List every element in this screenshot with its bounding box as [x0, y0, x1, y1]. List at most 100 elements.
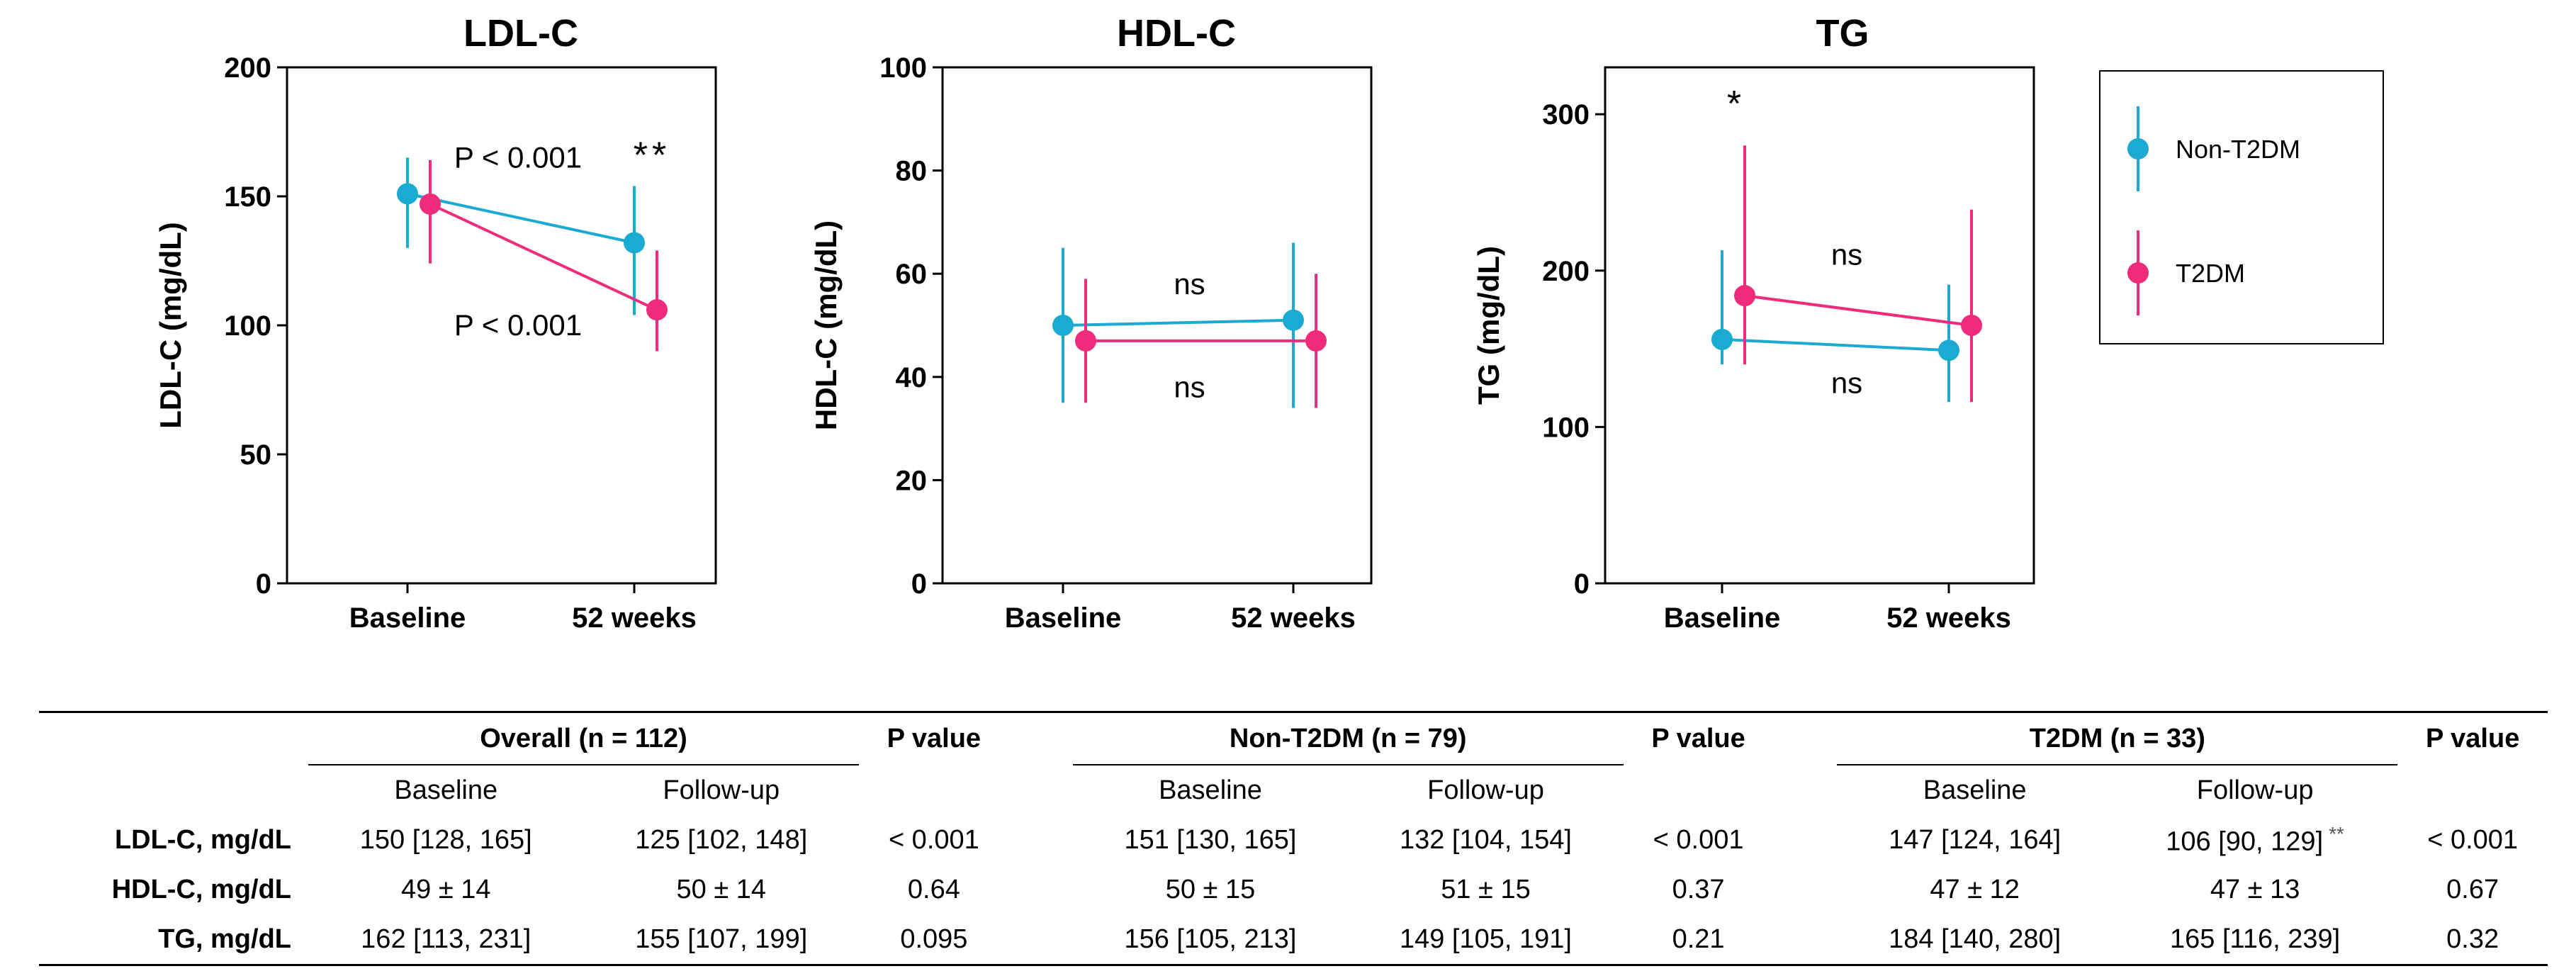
y-tick-label: 50	[240, 439, 272, 471]
y-tick-label: 100	[1542, 412, 1590, 443]
table-cell: 0.095	[859, 914, 1009, 966]
y-tick-label: 40	[896, 362, 928, 393]
data-point-non-t2dm	[624, 232, 645, 254]
subheader-followup: Follow-up	[1427, 775, 1544, 805]
table-cell: < 0.001	[888, 824, 979, 855]
legend-marker-non-t2dm	[2127, 138, 2149, 159]
y-axis-label: TG (mg/dL)	[1472, 246, 1505, 405]
subheader-baseline: Baseline	[394, 775, 498, 805]
legend-label-t2dm: T2DM	[2176, 259, 2245, 288]
y-tick-label: 100	[879, 52, 927, 84]
y-tick-label: 0	[256, 568, 271, 600]
x-tick-label: 52 weeks	[1231, 602, 1356, 634]
table-cell: < 0.001	[2427, 824, 2519, 855]
table-cell: 132 [104, 154]	[1399, 824, 1572, 855]
y-tick-label: 80	[896, 156, 928, 187]
table-cell: 147 [124, 164]	[1889, 824, 2062, 855]
annotation: *	[1727, 84, 1745, 125]
series-line-non-t2dm	[1721, 337, 1950, 352]
data-point-non-t2dm	[1283, 309, 1304, 331]
plot-frame	[1604, 66, 2035, 585]
group-header-overall: Overall (n = 112)	[308, 711, 860, 765]
subheader-baseline: Baseline	[1159, 775, 1262, 805]
table-corner	[39, 711, 308, 765]
data-point-t2dm	[1961, 315, 1982, 336]
subheader-followup: Follow-up	[2196, 775, 2314, 805]
y-tick-label: 20	[896, 465, 928, 496]
pvalue-header-overall: P value	[859, 711, 1009, 765]
data-point-t2dm	[1734, 285, 1755, 307]
table-header-groups: Overall (n = 112) P value Non-T2DM (n = …	[39, 711, 2548, 765]
annotation: ns	[1174, 370, 1205, 403]
data-point-non-t2dm	[397, 183, 418, 205]
y-tick-label: 0	[911, 568, 927, 600]
legend-marker-t2dm	[2127, 262, 2149, 284]
y-tick-label: 150	[224, 181, 271, 213]
data-point-t2dm	[1075, 330, 1096, 352]
annotation: ns	[1831, 366, 1862, 400]
series-line-non-t2dm	[407, 192, 635, 245]
table-row: HDL-C, mg/dL 49 ± 14 50 ± 14 0.64 50 ± 1…	[39, 865, 2548, 914]
chart-title: TG	[1816, 12, 1869, 55]
group-header-non-t2dm: Non-T2DM (n = 79)	[1072, 711, 1624, 765]
y-tick-label: 60	[896, 259, 928, 290]
y-tick-label: 100	[224, 310, 271, 342]
annotation: P < 0.001	[454, 140, 582, 174]
x-tick-label: Baseline	[1664, 602, 1781, 634]
annotation: **	[634, 135, 670, 176]
y-tick-label: 0	[1574, 568, 1590, 600]
y-axis-label: LDL-C (mg/dL)	[154, 222, 187, 429]
x-tick-label: Baseline	[349, 602, 466, 634]
data-point-t2dm	[1305, 330, 1327, 352]
pvalue-header-non-t2dm: P value	[1623, 711, 1774, 765]
table-cell: 155 [107, 199]	[583, 914, 860, 966]
legend-label-non-t2dm: Non-T2DM	[2176, 135, 2300, 164]
table-cell: 151 [130, 165]	[1124, 824, 1297, 855]
y-tick-label: 300	[1542, 99, 1590, 130]
table-cell: 50 ± 15	[1165, 874, 1256, 904]
subheader-followup: Follow-up	[663, 775, 780, 805]
table-header-timepoints: Baseline Follow-up Baseline Follow-up Ba…	[39, 765, 2548, 815]
annotation: P < 0.001	[454, 308, 582, 342]
cell-value: 106 [90, 129]	[2166, 826, 2324, 857]
table-cell: 0.67	[2446, 874, 2499, 904]
annotation: ns	[1174, 267, 1205, 301]
table-cell: 0.37	[1672, 874, 1725, 904]
row-label: HDL-C, mg/dL	[111, 874, 291, 904]
table-cell: 162 [113, 231]	[308, 914, 584, 966]
y-tick-label: 200	[224, 52, 271, 84]
table-cell: 184 [140, 280]	[1837, 914, 2113, 966]
y-axis-label: HDL-C (mg/dL)	[809, 220, 843, 430]
table-cell: 0.32	[2397, 914, 2548, 966]
y-tick-label: 200	[1542, 256, 1590, 287]
annotation: ns	[1831, 238, 1862, 271]
table-cell: 50 ± 14	[676, 874, 767, 904]
data-point-non-t2dm	[1711, 328, 1733, 350]
table-cell: 0.21	[1623, 914, 1774, 966]
subheader-baseline: Baseline	[1923, 775, 2027, 805]
row-label: LDL-C, mg/dL	[114, 824, 291, 855]
table-cell: 150 [128, 165]	[359, 824, 532, 855]
table-cell: 51 ± 15	[1441, 874, 1531, 904]
x-tick-label: 52 weeks	[572, 602, 697, 634]
table-row: LDL-C, mg/dL 150 [128, 165] 125 [102, 14…	[39, 815, 2548, 865]
significance-note: **	[2329, 822, 2344, 845]
table-cell-with-note: 106 [90, 129] **	[2113, 815, 2397, 865]
table-cell: 149 [105, 191]	[1348, 914, 1624, 966]
table-cell: < 0.001	[1653, 824, 1744, 855]
pvalue-header-t2dm: P value	[2397, 711, 2548, 765]
series-line-t2dm	[1744, 294, 1972, 327]
x-tick-label: 52 weeks	[1886, 602, 2011, 634]
data-point-t2dm	[646, 299, 668, 321]
table-cell: 49 ± 14	[401, 874, 491, 904]
summary-table: Overall (n = 112) P value Non-T2DM (n = …	[39, 711, 2548, 966]
table-cell: 125 [102, 148]	[635, 824, 808, 855]
chart-title: HDL-C	[1117, 12, 1236, 55]
row-label: TG, mg/dL	[39, 914, 308, 966]
series-line-non-t2dm	[1062, 318, 1294, 327]
group-header-t2dm: T2DM (n = 33)	[1837, 711, 2398, 765]
table-row: TG, mg/dL 162 [113, 231] 155 [107, 199] …	[39, 914, 2548, 966]
legend-box	[2099, 70, 2384, 344]
table-cell: 47 ± 12	[1930, 874, 2020, 904]
